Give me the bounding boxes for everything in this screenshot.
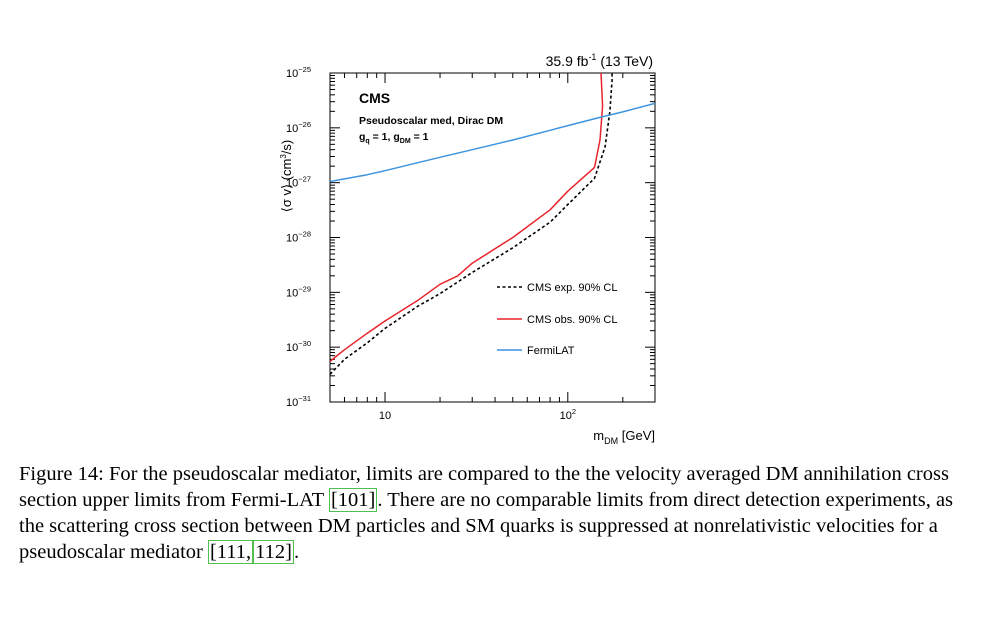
- model-label: Pseudoscalar med, Dirac DM: [359, 115, 503, 127]
- citation-link-111[interactable]: [111,: [207, 540, 254, 564]
- citation-link-101[interactable]: [101]: [328, 488, 378, 512]
- lumi-header: 35.9 fb-1 (13 TeV): [546, 52, 653, 69]
- x-tick-label: 10: [379, 410, 391, 422]
- caption-text-1: For the pseudoscalar mediator, limits ar…: [19, 463, 949, 511]
- legend-label-2: FermiLAT: [527, 345, 575, 357]
- legend-label-1: CMS obs. 90% CL: [527, 314, 617, 326]
- caption-text-3: .: [294, 541, 300, 563]
- series-line-1: [330, 73, 604, 362]
- figure-caption: Figure 14: For the pseudoscalar mediator…: [19, 461, 959, 565]
- series-line-2: [330, 102, 655, 183]
- y-tick-label: 10−25: [286, 65, 311, 80]
- legend-label-0: CMS exp. 90% CL: [527, 282, 617, 294]
- coupling-label: gq = 1, gDM = 1: [359, 131, 429, 145]
- experiment-label: CMS: [359, 90, 390, 106]
- y-tick-label: 10−31: [286, 394, 311, 409]
- series-group: [330, 73, 655, 375]
- y-axis-label: ⟨σ v⟩ (cm3/s): [279, 140, 294, 212]
- citation-link-112[interactable]: 112]: [253, 540, 294, 564]
- y-tick-label: 10−26: [286, 120, 311, 135]
- caption-text-2: . There are no comparable limits from di…: [19, 489, 954, 563]
- y-tick-label: 10−27: [286, 175, 311, 190]
- x-tick-label: 102: [560, 407, 576, 422]
- caption-label: Figure 14:: [19, 463, 104, 485]
- y-tick-label: 10−28: [286, 230, 311, 245]
- y-tick-label: 10−29: [286, 284, 311, 299]
- y-tick-label: 10−30: [286, 339, 311, 354]
- x-axis-label: mDM [GeV]: [593, 428, 655, 446]
